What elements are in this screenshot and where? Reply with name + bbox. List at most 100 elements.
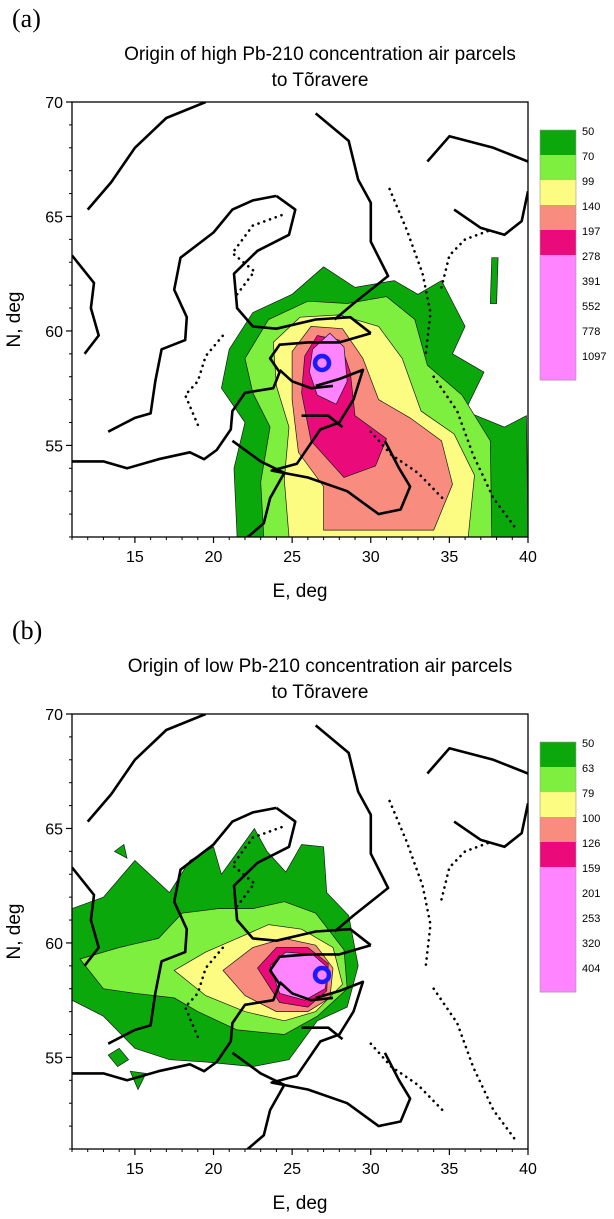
y-tick-label: 70 [45,707,63,724]
colorbar-segment [540,255,576,281]
colorbar-level-label: 278 [582,251,600,263]
colorbar-segment [540,205,576,231]
colorbar-segment [540,180,576,206]
y-axis-label: N, deg [4,904,25,960]
colorbar-outline [539,741,577,993]
dotted-coastline [440,228,492,289]
x-axis-label: E, deg [273,1193,328,1214]
station-marker [312,965,332,985]
colorbar-level-label: 201 [582,888,600,900]
y-tick-label: 55 [45,1050,63,1067]
chart-title: Origin of low Pb-210 concentration air p… [40,654,600,706]
coastline [72,254,100,355]
y-tick-label: 65 [45,209,63,226]
colorbar-level-label: 1097 [582,351,606,363]
colorbar-level-label: 50 [582,126,594,138]
dotted-coastline [230,824,286,908]
chart-title: Origin of high Pb-210 concentration air … [40,42,600,94]
coastline [72,331,372,470]
colorbar-segment [540,355,576,381]
colorbar-level-label: 159 [582,863,600,875]
coastline [314,724,390,933]
colorbar-outline [539,129,577,381]
colorbar-level-label: 99 [582,176,594,188]
coastline [231,439,286,537]
colorbar-segment [540,155,576,181]
x-tick-label: 25 [283,549,301,566]
contour-region [129,1070,147,1091]
colorbar-segment [540,280,576,306]
coastline [314,112,390,321]
colorbar-level-label: 100 [582,813,600,825]
colorbar-segment [540,892,576,918]
chart-title-line-1: Origin of low Pb-210 concentration air p… [127,656,513,677]
colorbar-segment [540,792,576,818]
x-tick-label: 15 [126,549,144,566]
colorbar-segment [540,130,576,156]
colorbar-segment [540,817,576,843]
coastlines-borders [72,714,528,1149]
dotted-coastline [183,334,225,427]
y-axis-label: N, deg [4,292,25,348]
contour-region [107,1047,130,1068]
chart-title-line-2: to Tõravere [271,682,369,703]
x-tick-label: 30 [362,1161,380,1178]
contour-region [489,257,499,304]
colorbar-level-label: 70 [582,151,594,163]
y-tick-label: 60 [45,936,63,953]
coastline [270,368,412,516]
colorbar: 50 63 79 100 126 159 201 253 320 404 [539,738,600,993]
colorbar-segment [540,742,576,768]
colorbar-segment [540,842,576,868]
x-tick-label: 20 [205,549,223,566]
x-tick-label: 40 [519,549,537,566]
coastline [107,806,277,1045]
colorbar-segment [540,942,576,968]
coastline [232,806,372,947]
axes: 15 20 25 30 35 40 55 60 65 70 E, deg N, deg [4,707,537,1214]
coastline [231,1051,286,1149]
x-tick-label: 30 [362,549,380,566]
coastlines-borders [72,102,528,537]
map-panel-a: (a) Origin of high Pb-210 concentration … [0,0,614,604]
x-tick-label: 35 [440,1161,458,1178]
colorbar-level-label: 126 [582,838,600,850]
coastline [270,980,412,1128]
x-tick-label: 25 [283,1161,301,1178]
coastline [278,980,334,1002]
colorbar-segment [540,230,576,256]
colorbar-level-label: 79 [582,788,594,800]
dotted-coastline [388,187,432,356]
coastline [86,102,207,211]
colorbar-segment [540,917,576,943]
dotted-coastline [388,799,432,968]
station-circle-icon [312,353,332,373]
y-tick-label: 70 [45,95,63,112]
dotted-coastline [183,946,225,1039]
plot-border [71,101,529,538]
x-tick-label: 20 [205,1161,223,1178]
coastline [301,1026,344,1041]
y-tick-label: 55 [45,438,63,455]
y-tick-label: 65 [45,821,63,838]
coastline [426,135,528,163]
panel-label: (b) [12,616,43,645]
station-circle-icon [312,965,332,985]
colorbar-segment [540,867,576,893]
dotted-coastline [230,212,286,296]
coastline [426,747,528,775]
colorbar-level-label: 391 [582,276,600,288]
coastline [453,191,528,237]
station-marker [312,353,332,373]
chart-title-line-2: to Tõravere [271,70,369,91]
colorbar-level-label: 50 [582,738,594,750]
colorbar-level-label: 404 [582,963,600,975]
coastline [107,194,277,433]
panel-label: (a) [12,4,41,33]
coastline [232,194,372,335]
coastline [278,368,334,390]
colorbar-level-label: 552 [582,301,600,313]
colorbar-level-label: 63 [582,763,594,775]
colorbar-level-label: 778 [582,326,600,338]
colorbar-segment [540,967,576,993]
